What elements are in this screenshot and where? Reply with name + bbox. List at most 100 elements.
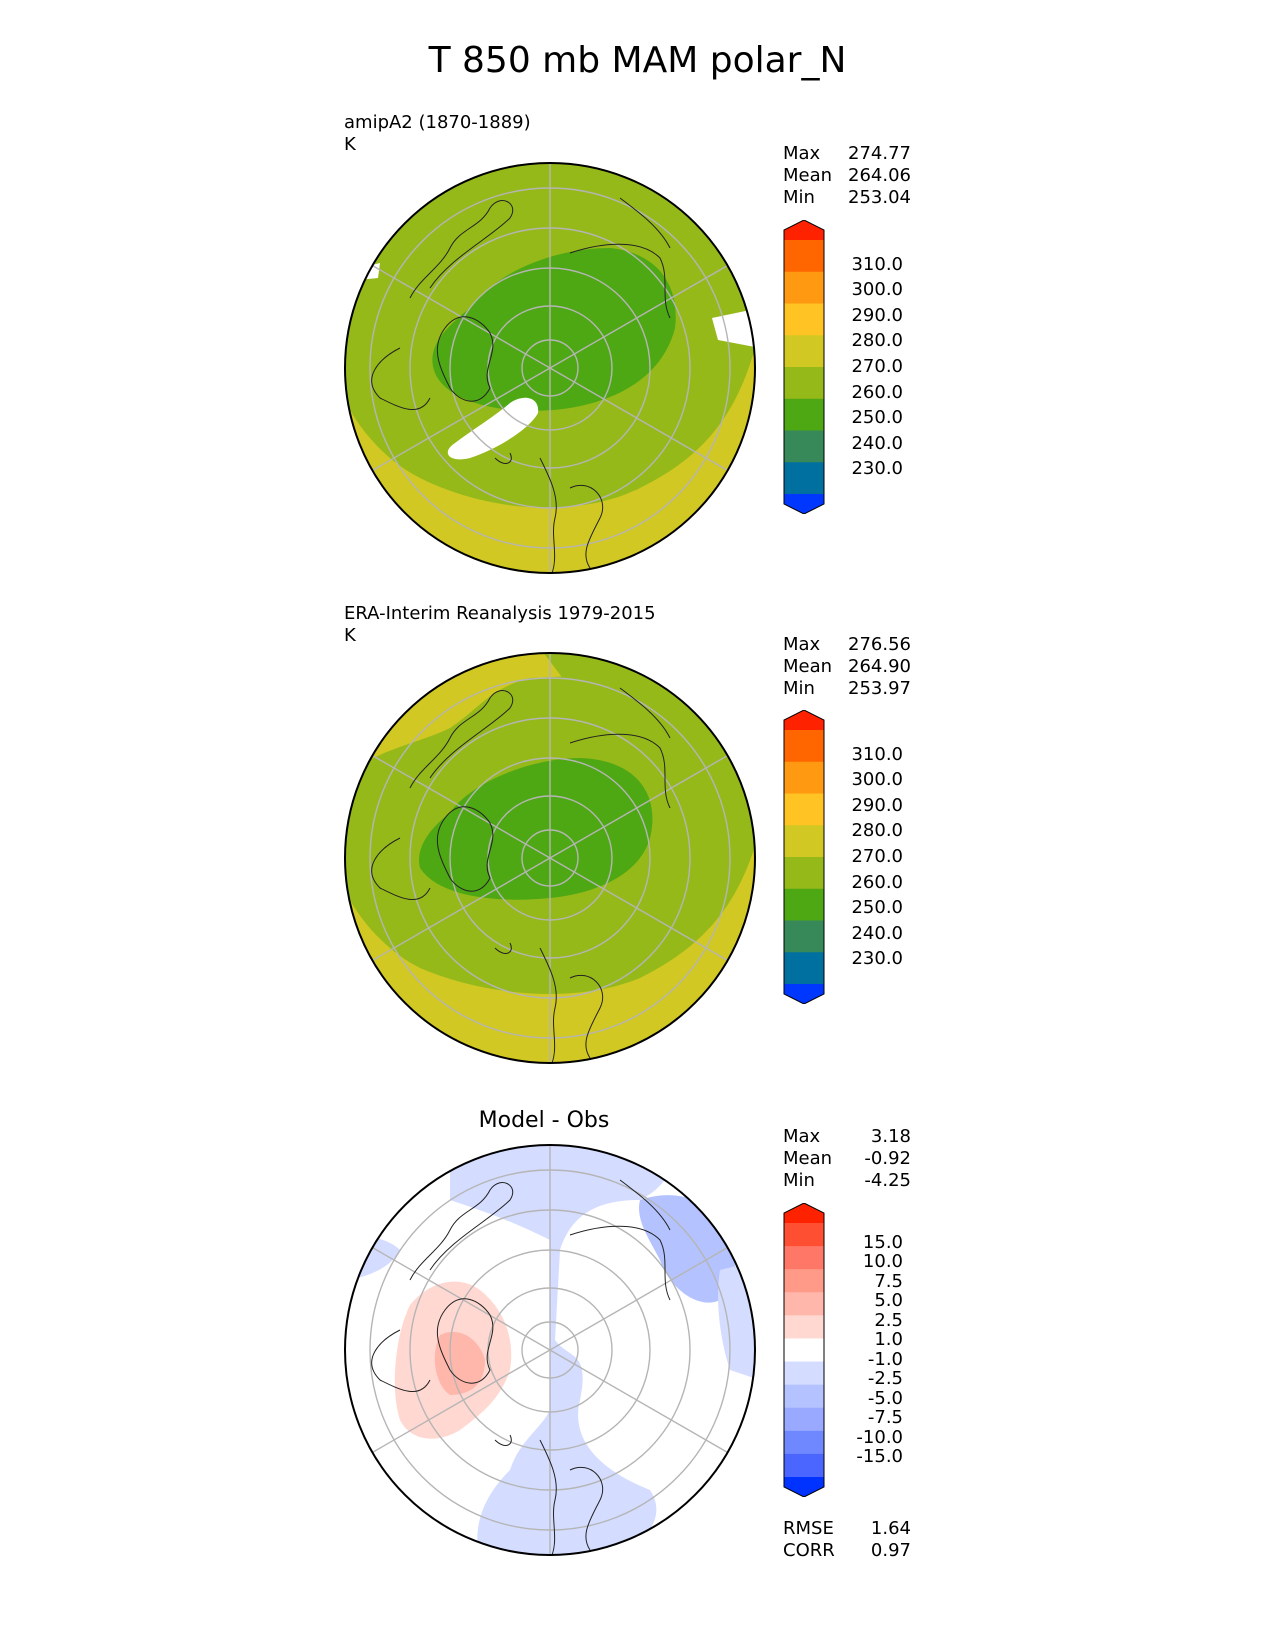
colorbar-swatch: [784, 888, 824, 921]
colorbar-swatch: [784, 1292, 824, 1316]
colorbar-tick-label: -10.0: [856, 1426, 903, 1448]
diff-stat-corr: CORR 0.97: [783, 1540, 911, 1561]
colorbar-tick-label: -5.0: [867, 1387, 903, 1409]
obs-cold-core: [419, 758, 653, 900]
model-cold-core: [432, 248, 676, 411]
diff-title: Model - Obs: [478, 1108, 610, 1133]
colorbar-swatch: [784, 271, 824, 304]
obs-panel-title: ERA-Interim Reanalysis 1979-2015 K: [344, 603, 656, 647]
obs-polar-map: [344, 652, 756, 1064]
colorbar-tick-label: 15.0: [862, 1231, 903, 1253]
obs-stat-max: Max 276.56: [783, 634, 911, 655]
model-stat-mean: Mean 264.06: [783, 165, 911, 186]
colorbar-tick-label: 240.0: [851, 922, 903, 944]
colorbar-tick-label: 2.5: [874, 1309, 903, 1331]
model-units: K: [344, 134, 356, 155]
obs-stat-mean: Mean 264.90: [783, 656, 911, 677]
colorbar-swatch: [784, 494, 824, 514]
colorbar-tick-label: 280.0: [851, 330, 903, 352]
colorbar-tick-label: 230.0: [851, 948, 903, 970]
colorbar-tick-label: -1.0: [867, 1348, 903, 1370]
colorbar-tick-label: 10.0: [862, 1251, 903, 1273]
model-stats: Max 274.77 Mean 264.06 Min 253.04: [783, 143, 911, 209]
colorbar-swatch: [784, 367, 824, 400]
colorbar-tick-label: 280.0: [851, 820, 903, 842]
colorbar-swatch: [784, 1315, 824, 1339]
model-stat-max: Max 274.77: [783, 143, 911, 164]
colorbar-outline: [783, 1203, 825, 1497]
colorbar-swatch: [784, 1384, 824, 1409]
model-polar-map: [344, 162, 756, 574]
colorbar-swatch: [784, 952, 824, 985]
diff-colorbar: [783, 1203, 825, 1497]
colorbar-tick-label: 1.0: [874, 1329, 903, 1351]
colorbar-tick-label: 260.0: [851, 871, 903, 893]
model-stat-min: Min 253.04: [783, 187, 911, 208]
diff-stat-min: Min -4.25: [783, 1170, 911, 1191]
colorbar-tick-label: 250.0: [851, 407, 903, 429]
diff-colorbar-ticks: 15.0 10.0 7.5 5.0 2.5 1.0 -1.0 -2.5 -5.0 -7.5 -10.…: [833, 1231, 903, 1468]
obs-stats: Max 276.56 Mean 264.90 Min 253.97: [783, 634, 911, 700]
colorbar-swatch: [784, 220, 824, 240]
colorbar-swatch: [784, 1269, 824, 1293]
diff-extra-stats: RMSE 1.64 CORR 0.97: [783, 1518, 911, 1562]
model-missing-region: [447, 397, 539, 460]
colorbar-tick-label: 300.0: [851, 769, 903, 791]
colorbar-tick-label: 290.0: [851, 304, 903, 326]
diff-stat-mean: Mean -0.92: [783, 1148, 911, 1169]
obs-colorbar: [783, 710, 825, 1004]
diff-stat-max: Max 3.18: [783, 1126, 911, 1147]
colorbar-swatch: [784, 761, 824, 794]
obs-title: ERA-Interim Reanalysis 1979-2015: [344, 603, 656, 624]
colorbar-swatch: [784, 1223, 824, 1247]
colorbar-swatch: [784, 398, 824, 431]
colorbar-outline: [783, 710, 825, 1004]
diff-warmer-region: [434, 1331, 485, 1395]
colorbar-swatch: [784, 303, 824, 336]
colorbar-tick-label: -7.5: [867, 1407, 903, 1429]
colorbar-swatch: [784, 462, 824, 495]
colorbar-swatch: [784, 1203, 824, 1223]
colorbar-swatch: [784, 730, 824, 763]
diff-cool-region: [450, 1145, 673, 1555]
colorbar-tick-label: -15.0: [856, 1446, 903, 1468]
colorbar-swatch: [784, 1430, 824, 1455]
colorbar-swatch: [784, 1361, 824, 1386]
model-panel-title: amipA2 (1870-1889) K: [344, 112, 531, 156]
colorbar-swatch: [784, 335, 824, 368]
colorbar-tick-label: 230.0: [851, 458, 903, 480]
diff-stat-rmse: RMSE 1.64: [783, 1518, 911, 1539]
colorbar-tick-label: 260.0: [851, 381, 903, 403]
colorbar-swatch: [784, 1246, 824, 1270]
model-colorbar: [783, 220, 825, 514]
colorbar-tick-label: 270.0: [851, 846, 903, 867]
colorbar-tick-label: 300.0: [851, 279, 903, 301]
colorbar-tick-label: 270.0: [851, 356, 903, 377]
colorbar-swatch: [784, 1338, 824, 1363]
colorbar-outline: [783, 220, 825, 514]
colorbar-tick-label: 290.0: [851, 794, 903, 816]
model-title: amipA2 (1870-1889): [344, 112, 531, 133]
colorbar-tick-label: 310.0: [851, 253, 903, 275]
colorbar-tick-label: 250.0: [851, 897, 903, 919]
diff-stats: Max 3.18 Mean -0.92 Min -4.25: [783, 1126, 911, 1192]
colorbar-swatch: [784, 1453, 824, 1478]
colorbar-tick-label: -2.5: [867, 1368, 903, 1390]
colorbar-swatch: [784, 430, 824, 463]
colorbar-swatch: [784, 984, 824, 1004]
figure-title: T 850 mb MAM polar_N: [428, 40, 847, 81]
obs-colorbar-ticks: 310.0 300.0 290.0 280.0 270.0 260.0 250.0 240.0…: [833, 742, 903, 972]
colorbar-tick-label: 5.0: [874, 1290, 903, 1312]
colorbar-swatch: [784, 240, 824, 273]
colorbar-swatch: [784, 1407, 824, 1432]
colorbar-swatch: [784, 825, 824, 858]
obs-units: K: [344, 625, 356, 646]
colorbar-swatch: [784, 857, 824, 890]
colorbar-swatch: [784, 793, 824, 826]
obs-stat-min: Min 253.97: [783, 678, 911, 699]
colorbar-tick-label: 310.0: [851, 743, 903, 765]
colorbar-tick-label: 7.5: [874, 1270, 903, 1292]
colorbar-swatch: [784, 710, 824, 730]
model-colorbar-ticks: 310.0 300.0 290.0 280.0 270.0 260.0 250.0 240.0…: [833, 252, 903, 482]
colorbar-tick-label: 240.0: [851, 432, 903, 454]
